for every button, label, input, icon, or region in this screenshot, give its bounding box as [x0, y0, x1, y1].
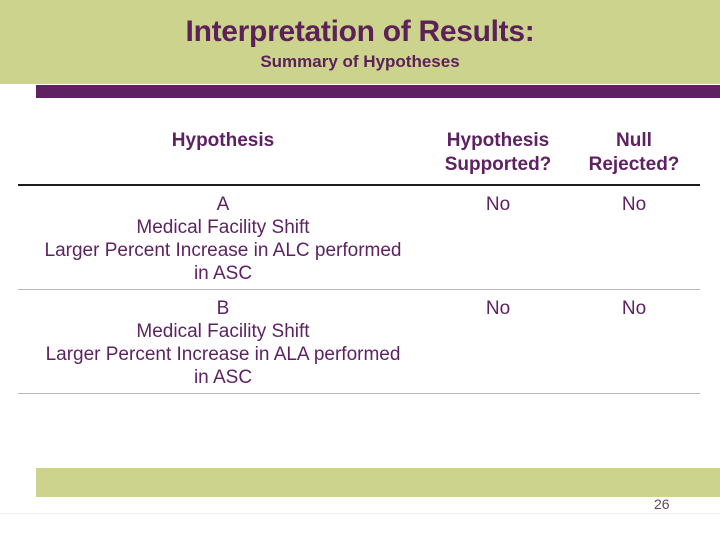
hypotheses-table: Hypothesis Hypothesis Supported? Null Re… — [18, 129, 700, 394]
supported-cell: No — [485, 298, 511, 319]
table-row-b: B Medical Facility Shift Larger Percent … — [18, 290, 700, 394]
null-rejected-cell: No — [621, 194, 647, 215]
column-header-null-rejected: Null Rejected? — [588, 130, 680, 175]
hypothesis-cell: B Medical Facility Shift Larger Percent … — [45, 298, 401, 388]
footer-band — [36, 468, 720, 497]
slide-subtitle: Summary of Hypotheses — [260, 52, 460, 71]
header-band: Interpretation of Results: Summary of Hy… — [0, 0, 720, 84]
table-header-row: Hypothesis Hypothesis Supported? Null Re… — [18, 129, 700, 186]
hypothesis-cell: A Medical Facility Shift Larger Percent … — [44, 194, 402, 284]
footer-divider — [0, 513, 720, 514]
column-header-hypothesis-supported: Hypothesis Supported? — [444, 130, 552, 175]
column-header-hypothesis: Hypothesis — [171, 130, 275, 151]
table-row-a: A Medical Facility Shift Larger Percent … — [18, 186, 700, 290]
page-number: 26 — [654, 496, 670, 512]
supported-cell: No — [485, 194, 511, 215]
null-rejected-cell: No — [621, 298, 647, 319]
slide-title: Interpretation of Results: — [185, 15, 535, 48]
accent-bar — [36, 85, 720, 98]
